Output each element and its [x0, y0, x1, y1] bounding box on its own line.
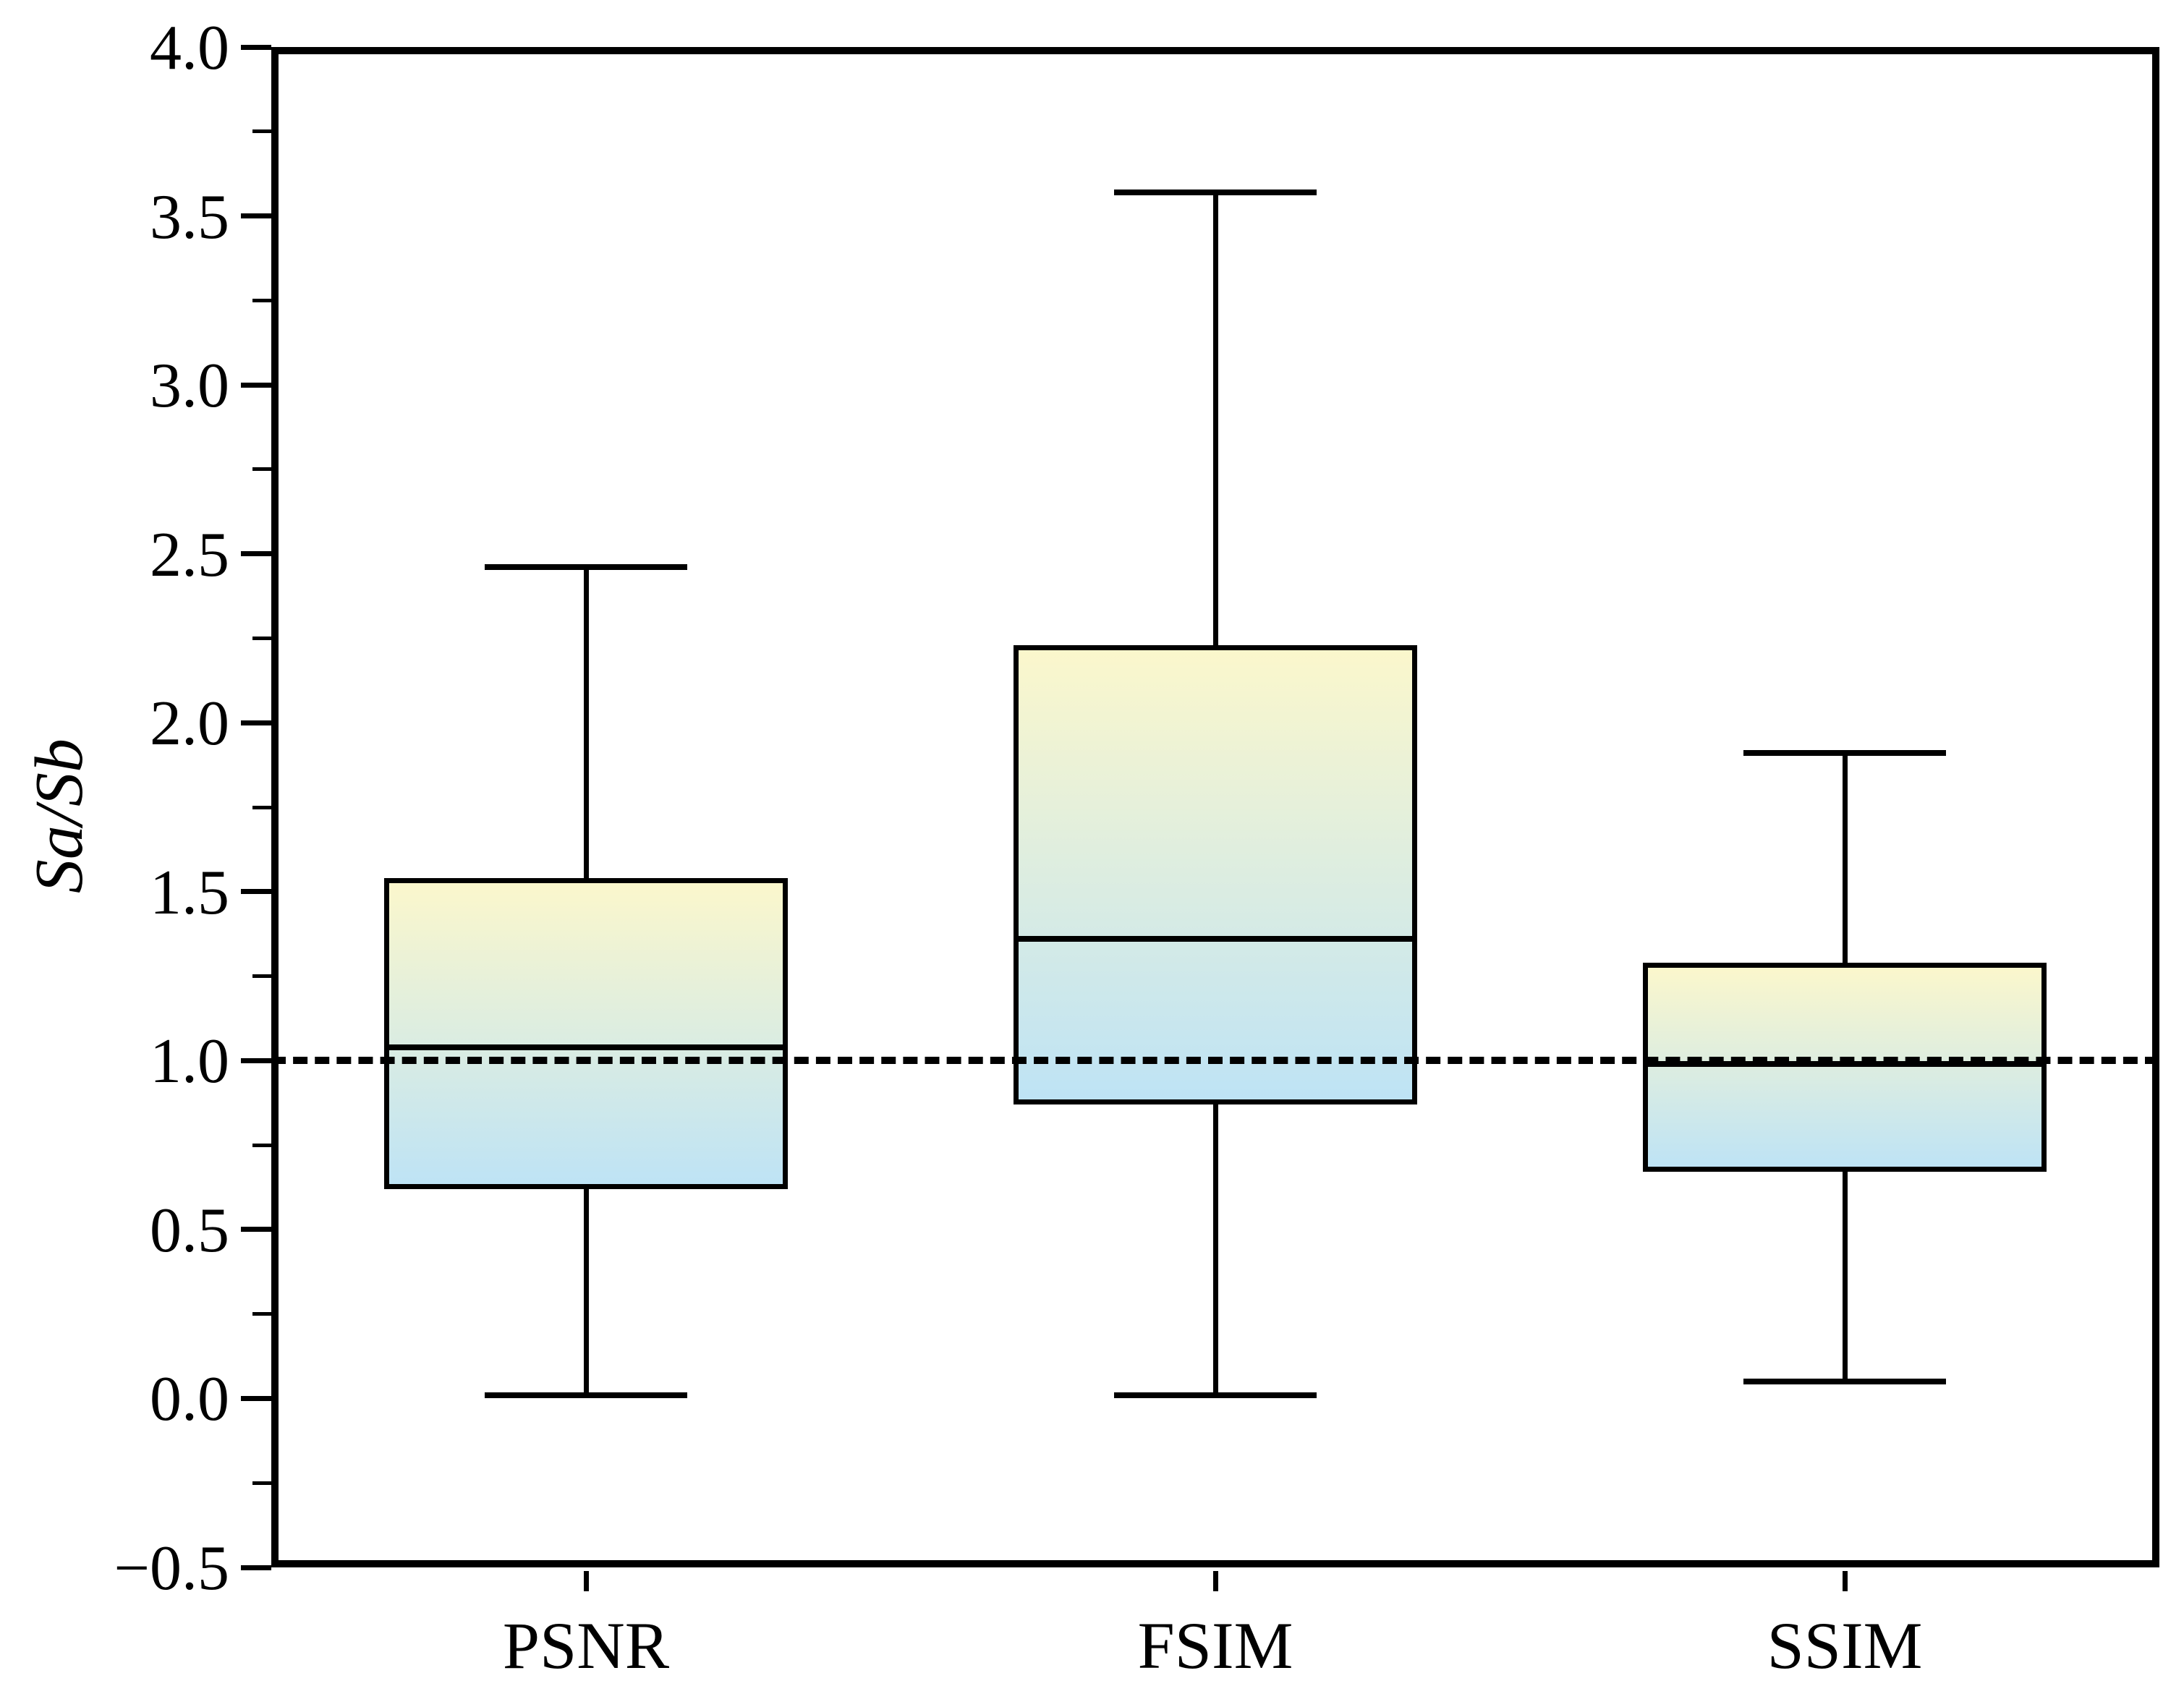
- y-axis-major-tick: [241, 889, 271, 895]
- y-axis-tick-label: 1.0: [150, 1026, 229, 1097]
- whisker-lower-ssim: [1842, 1172, 1848, 1382]
- whisker-upper-psnr: [583, 567, 589, 879]
- y-axis-minor-tick: [252, 805, 271, 809]
- box-ssim: [1643, 962, 2047, 1172]
- y-axis-major-tick: [241, 1395, 271, 1401]
- y-axis-title: Sa/Sb: [22, 738, 97, 894]
- y-axis-major-tick: [241, 44, 271, 50]
- whisker-cap-top-fsim: [1114, 189, 1317, 195]
- median-fsim: [1014, 936, 1417, 942]
- y-axis-minor-tick: [252, 1481, 271, 1485]
- reference-line-y1: [271, 1057, 2159, 1065]
- y-axis-minor-tick: [252, 636, 271, 640]
- whisker-upper-ssim: [1842, 753, 1848, 963]
- whisker-upper-fsim: [1212, 192, 1218, 645]
- whisker-cap-top-ssim: [1743, 750, 1946, 757]
- x-axis-tick: [1842, 1571, 1848, 1591]
- y-axis-major-tick: [241, 1057, 271, 1063]
- y-axis-major-tick: [241, 720, 271, 725]
- x-axis-tick: [1212, 1571, 1218, 1591]
- y-axis-major-tick: [241, 1565, 271, 1570]
- y-axis-tick-label: 2.0: [150, 689, 229, 759]
- median-psnr: [384, 1044, 788, 1050]
- whisker-cap-top-psnr: [485, 564, 687, 571]
- x-axis-category-label-fsim: FSIM: [1137, 1609, 1293, 1682]
- box-fsim: [1014, 644, 1417, 1105]
- y-axis-minor-tick: [252, 129, 271, 134]
- whisker-cap-bottom-ssim: [1743, 1379, 1946, 1385]
- y-axis-tick-label: 4.0: [150, 13, 229, 83]
- y-axis-tick-label: 1.5: [150, 857, 229, 928]
- whisker-lower-fsim: [1212, 1104, 1218, 1395]
- y-axis-tick-label: 2.5: [150, 519, 229, 590]
- y-axis-tick-label: 3.5: [150, 182, 229, 252]
- y-axis-major-tick: [241, 213, 271, 219]
- whisker-cap-bottom-psnr: [485, 1392, 687, 1398]
- whisker-cap-bottom-fsim: [1114, 1392, 1317, 1398]
- x-axis-category-label-psnr: PSNR: [502, 1609, 670, 1682]
- y-axis-tick-label: 0.0: [150, 1364, 229, 1435]
- y-axis-minor-tick: [252, 974, 271, 979]
- y-axis-major-tick: [241, 1227, 271, 1233]
- y-axis-minor-tick: [252, 1312, 271, 1316]
- y-axis-minor-tick: [252, 298, 271, 302]
- y-axis-tick-label: −0.5: [114, 1533, 229, 1604]
- x-axis-tick: [583, 1571, 589, 1591]
- plot-area: [271, 47, 2159, 1567]
- y-axis-minor-tick: [252, 1143, 271, 1147]
- y-axis-minor-tick: [252, 467, 271, 472]
- y-axis-major-tick: [241, 551, 271, 557]
- y-axis-tick-label: 0.5: [150, 1195, 229, 1266]
- y-axis-tick-label: 3.0: [150, 351, 229, 422]
- box-psnr: [384, 878, 788, 1189]
- x-axis-category-label-ssim: SSIM: [1767, 1609, 1923, 1682]
- y-axis-major-tick: [241, 382, 271, 388]
- whisker-lower-psnr: [583, 1188, 589, 1395]
